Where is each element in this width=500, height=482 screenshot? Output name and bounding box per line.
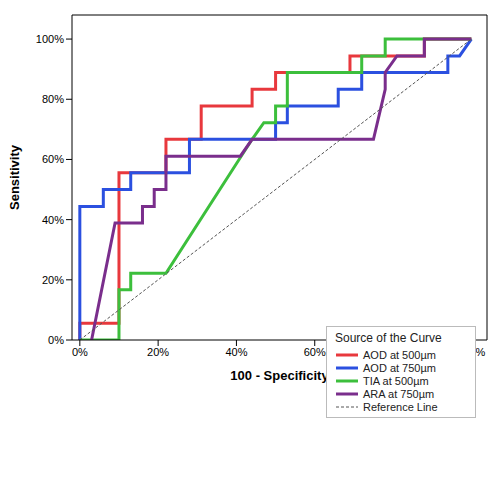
svg-text:100 - Specificity: 100 - Specificity <box>230 368 329 383</box>
svg-text:60%: 60% <box>42 153 64 165</box>
svg-text:60%: 60% <box>304 346 326 358</box>
svg-text:40%: 40% <box>225 346 247 358</box>
svg-text:100%: 100% <box>36 33 64 45</box>
svg-text:0%: 0% <box>48 334 64 346</box>
svg-text:20%: 20% <box>42 274 64 286</box>
svg-text:Sensitivity: Sensitivity <box>8 144 22 210</box>
svg-text:100%: 100% <box>457 346 485 358</box>
svg-text:80%: 80% <box>382 346 404 358</box>
svg-text:0%: 0% <box>72 346 88 358</box>
svg-text:20%: 20% <box>147 346 169 358</box>
svg-text:80%: 80% <box>42 93 64 105</box>
svg-text:40%: 40% <box>42 214 64 226</box>
